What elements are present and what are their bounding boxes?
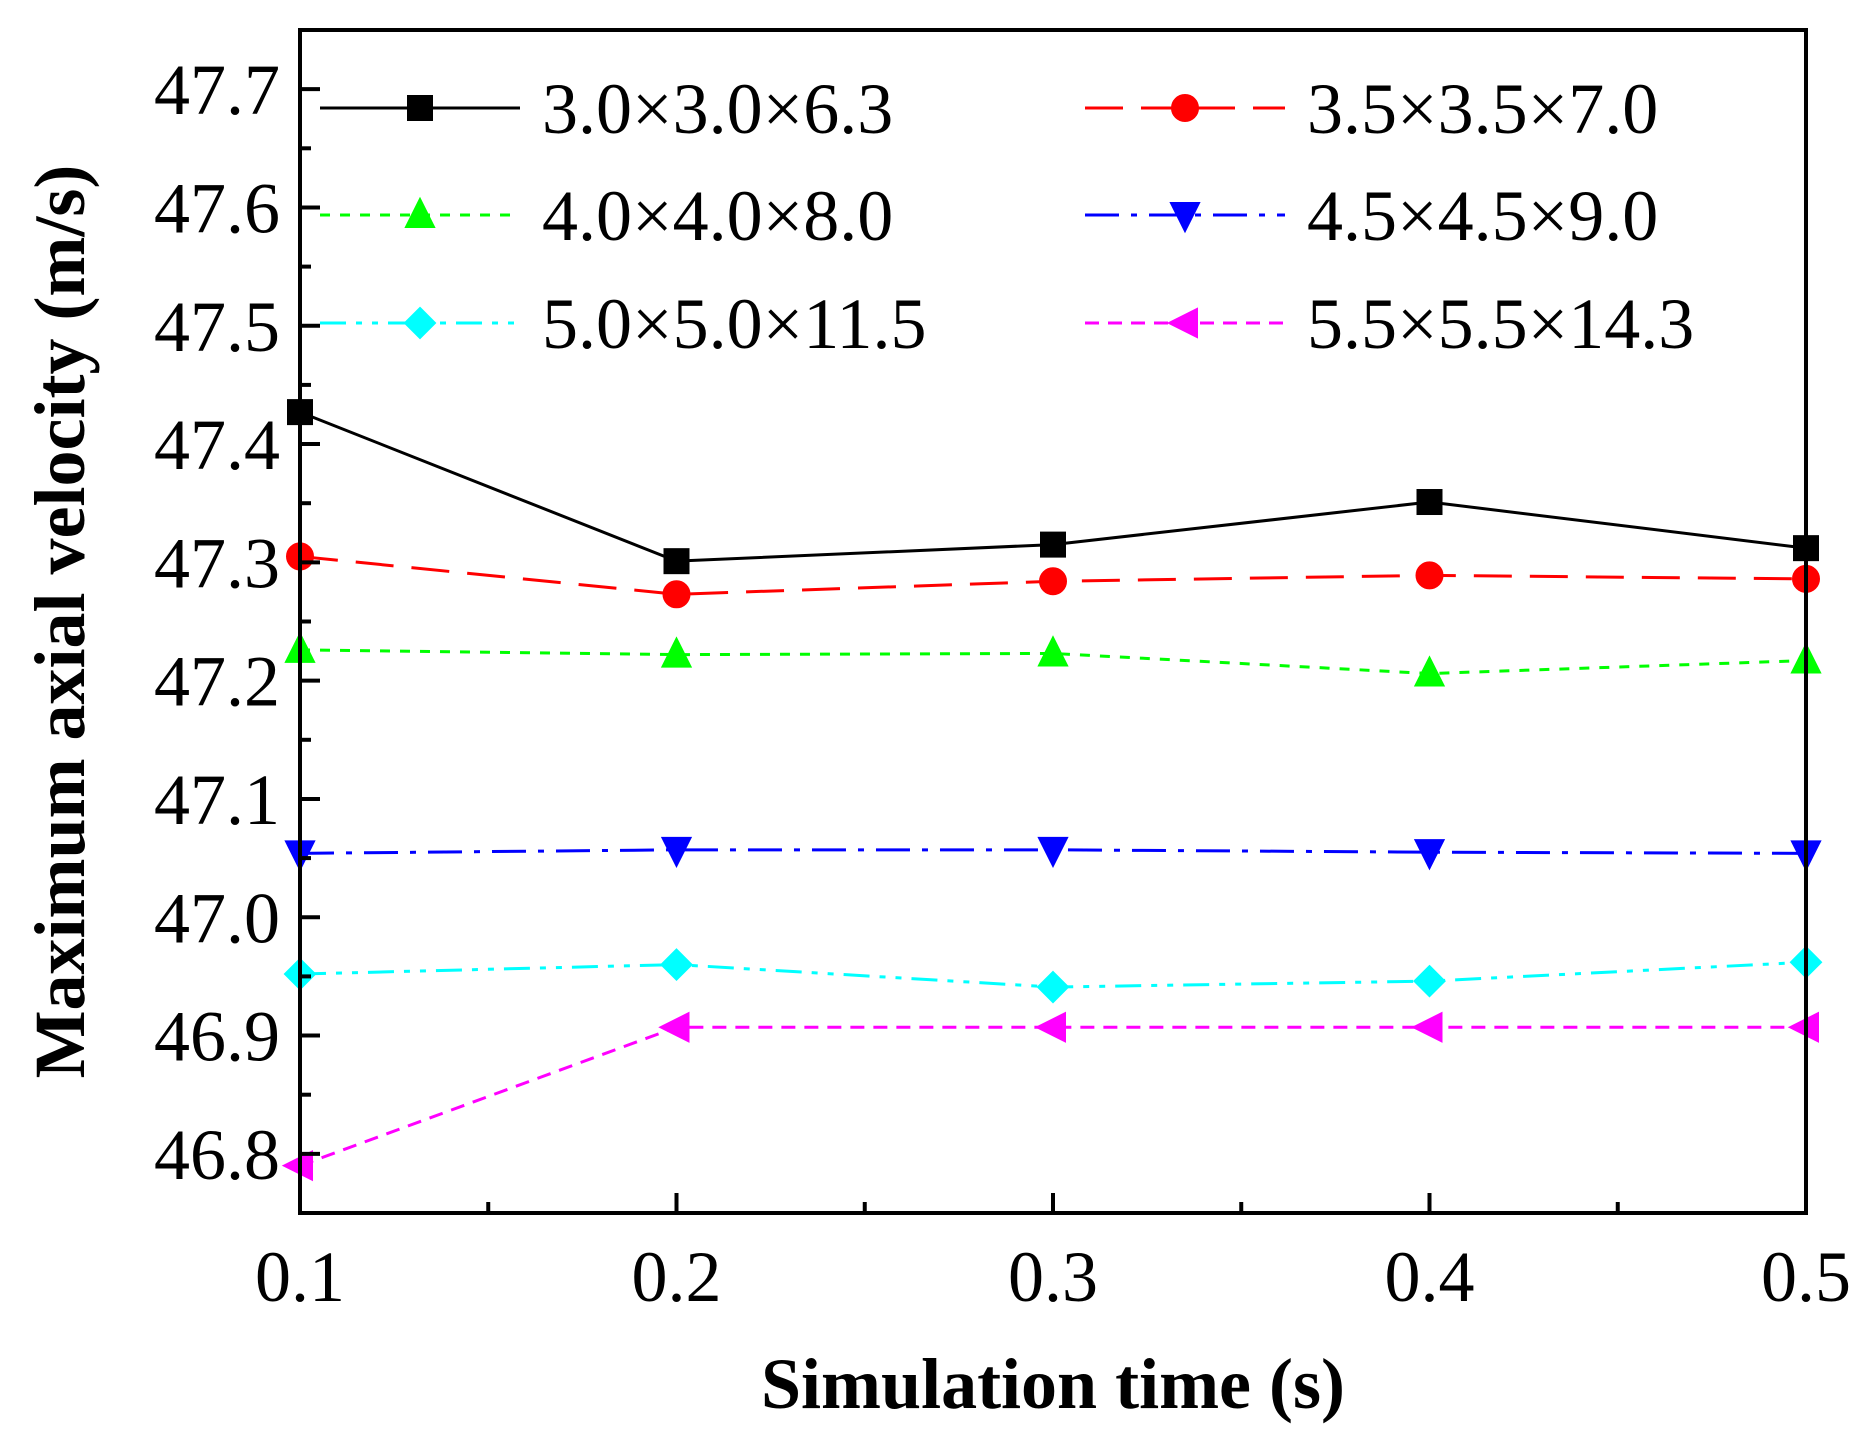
axis-ticks: 0.1 0.2 0.3 0.4 0.5 46.8 46.9 47.0 47.1 47.2 47.3 4… — [154, 28, 1851, 1317]
data-point — [1037, 836, 1069, 869]
data-point — [663, 548, 690, 575]
legend-item: 3.5×3.5×7.0 — [1085, 69, 1658, 149]
series-line — [299, 1025, 1806, 1168]
legend-label: 3.0×3.0×6.3 — [542, 69, 893, 149]
legend-item: 4.5×4.5×9.0 — [1085, 176, 1658, 256]
legend: 3.0×3.0×6.3 3.5×3.5×7.0 4.0×4.0×8.0 4.5×4.5… — [320, 69, 1694, 364]
x-tick-label: 0.4 — [1385, 1237, 1475, 1317]
legend-item: 5.5×5.5×14.3 — [1085, 284, 1694, 364]
series-4 — [284, 836, 1822, 872]
legend-marker — [1166, 307, 1198, 339]
data-point — [1415, 561, 1444, 590]
y-tick-label: 47.0 — [154, 878, 280, 958]
data-point — [1416, 489, 1443, 516]
legend-marker — [1171, 94, 1199, 122]
y-tick-label: 47.6 — [154, 168, 280, 248]
legend-item: 4.0×4.0×8.0 — [320, 176, 893, 256]
y-tick-label: 47.3 — [154, 523, 280, 603]
y-tick-label: 47.5 — [154, 287, 280, 367]
y-tick-label: 46.9 — [154, 997, 280, 1077]
x-tick-label: 0.3 — [1008, 1237, 1098, 1317]
legend-marker — [403, 306, 437, 340]
series-3 — [284, 631, 1822, 687]
y-tick-label: 47.7 — [154, 50, 280, 130]
legend-marker — [407, 95, 433, 121]
data-point — [658, 1011, 690, 1043]
data-point — [1037, 635, 1069, 667]
data-point — [1411, 1011, 1443, 1043]
data-point — [662, 580, 691, 609]
data-point — [660, 948, 693, 981]
legend-item: 5.0×5.0×11.5 — [320, 284, 927, 364]
x-axis-title: Simulation time (s) — [761, 1344, 1345, 1424]
legend-label: 5.0×5.0×11.5 — [542, 284, 927, 364]
y-tick-label: 47.1 — [154, 760, 280, 840]
series-1 — [287, 399, 1819, 575]
legend-label: 4.5×4.5×9.0 — [1307, 176, 1658, 256]
data-point — [1413, 964, 1446, 998]
data-point — [1039, 567, 1067, 596]
data-point — [1034, 1011, 1066, 1043]
x-tick-label: 0.5 — [1761, 1237, 1851, 1317]
data-point — [1036, 970, 1070, 1004]
legend-label: 5.5×5.5×14.3 — [1307, 284, 1694, 364]
x-tick-label: 0.1 — [255, 1237, 345, 1317]
legend-item: 3.0×3.0×6.3 — [320, 69, 893, 149]
legend-marker — [404, 196, 436, 228]
data-point — [1413, 655, 1446, 687]
plot-series — [281, 399, 1823, 1182]
data-point — [660, 836, 693, 869]
legend-label: 4.0×4.0×8.0 — [542, 176, 893, 256]
y-tick-label: 47.4 — [154, 405, 280, 485]
data-point — [1040, 531, 1066, 558]
data-point — [1413, 839, 1446, 871]
y-tick-label: 46.8 — [154, 1115, 280, 1195]
data-point — [660, 636, 693, 668]
y-axis-title: Maximum axial velocity (m/s) — [20, 165, 100, 1079]
series-5 — [283, 945, 1823, 1004]
legend-marker — [1169, 202, 1201, 234]
x-tick-label: 0.2 — [632, 1237, 722, 1317]
y-tick-label: 47.2 — [154, 642, 280, 722]
series-6 — [281, 1011, 1819, 1182]
legend-label: 3.5×3.5×7.0 — [1307, 69, 1658, 149]
